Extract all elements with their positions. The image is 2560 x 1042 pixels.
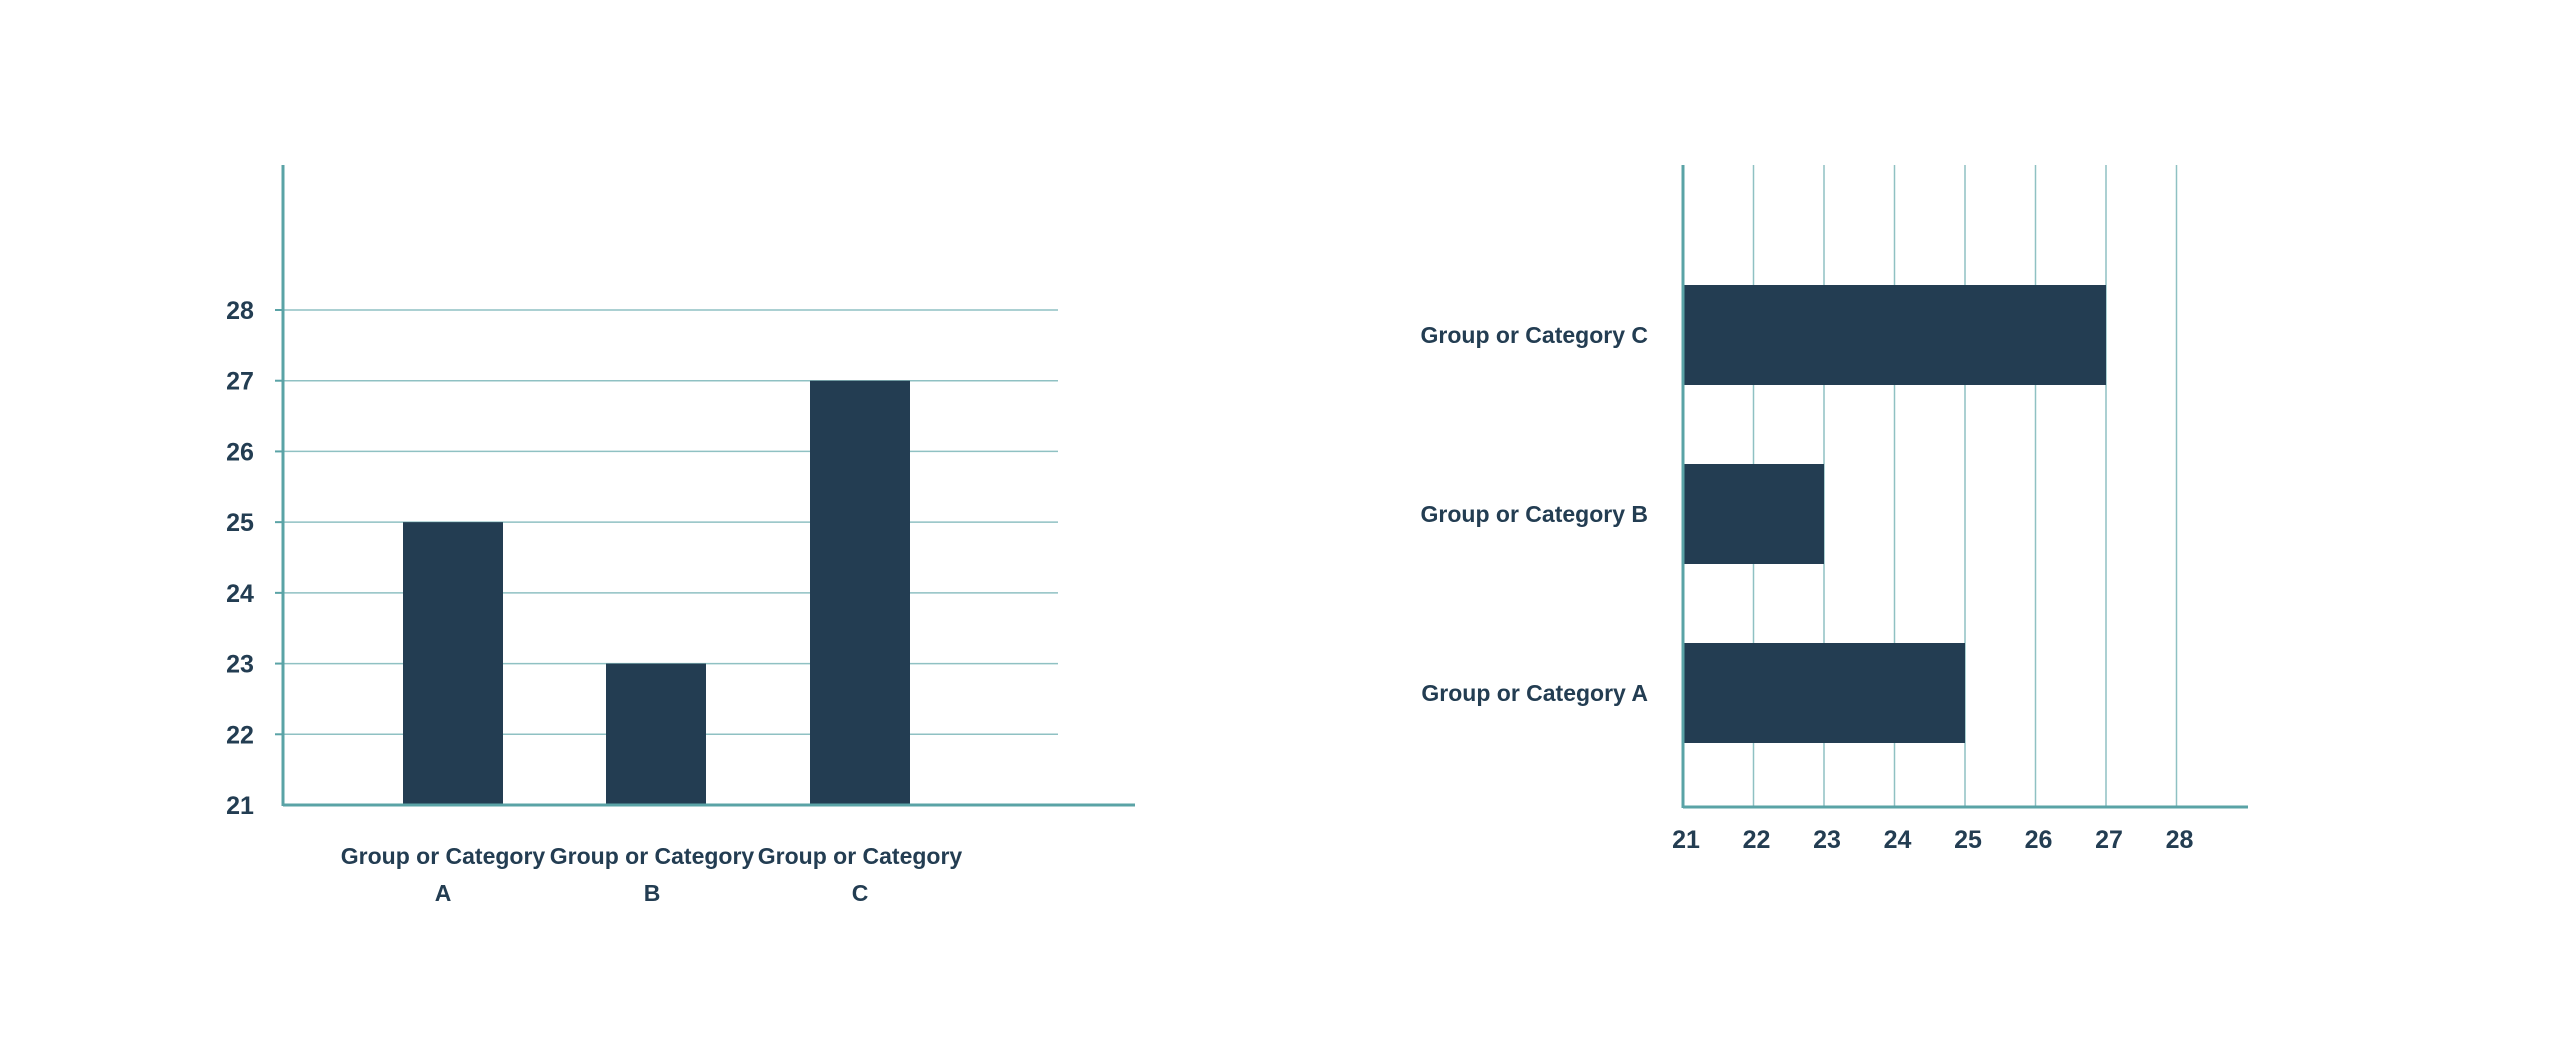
x-category-label: Group or Category C: [758, 843, 963, 906]
x-tick-label: 26: [2025, 826, 2053, 854]
bar: [1683, 285, 2106, 385]
bar: [1683, 643, 1965, 743]
x-category-label-line: B: [644, 880, 661, 906]
y-category-label: Group or Category B: [1421, 501, 1648, 527]
y-category-label: Group or Category A: [1421, 680, 1648, 706]
x-category-label-line: Group or Category: [758, 843, 963, 869]
x-tick-label: 27: [2095, 826, 2123, 854]
x-tick-label: 25: [1954, 826, 1982, 854]
y-tick-label: 28: [226, 297, 254, 325]
y-tick-label: 25: [226, 509, 254, 537]
y-tick-label: 27: [226, 368, 254, 396]
y-tick-label: 24: [226, 580, 254, 608]
y-category-label: Group or Category C: [1421, 322, 1648, 348]
bar: [403, 522, 503, 805]
y-tick-label: 26: [226, 438, 254, 466]
y-tick-label: 23: [226, 651, 254, 679]
x-tick-label: 24: [1884, 826, 1912, 854]
x-tick-label: 21: [1672, 826, 1700, 854]
x-category-label: Group or Category A: [341, 843, 546, 906]
x-tick-label: 23: [1813, 826, 1841, 854]
bar: [810, 380, 910, 805]
horizontal-bar-chart: 21 22 23 24 25 26 27 28 Group or Category A Group…: [1421, 165, 2248, 854]
bar: [1683, 464, 1824, 564]
y-tick-label: 22: [226, 721, 254, 749]
x-category-label-line: C: [852, 880, 869, 906]
bar: [606, 663, 706, 805]
x-tick-label: 22: [1743, 826, 1771, 854]
y-tick-label: 21: [226, 792, 254, 820]
x-category-label: Group or Category B: [550, 843, 755, 906]
x-category-label-line: Group or Category: [341, 843, 546, 869]
x-category-label-line: Group or Category: [550, 843, 755, 869]
x-tick-label: 28: [2166, 826, 2194, 854]
x-category-label-line: A: [435, 880, 452, 906]
